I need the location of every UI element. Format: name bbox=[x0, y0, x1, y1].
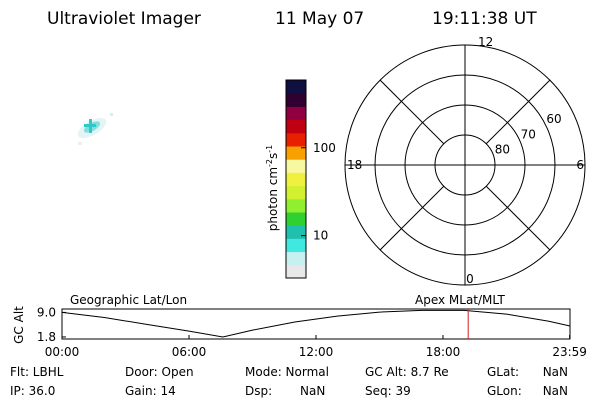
color-band bbox=[286, 251, 306, 266]
footer: Flt: LBHL Door: Open Mode: Normal GC Alt: 8… bbox=[10, 365, 568, 398]
color-band bbox=[286, 119, 306, 134]
mlt-label: 0 bbox=[466, 272, 474, 286]
footer-field: Dsp: bbox=[245, 384, 272, 398]
footer-field: GLat: bbox=[487, 365, 519, 379]
x-tick-label: 12:00 bbox=[299, 345, 334, 359]
plot-title-left: Geographic Lat/Lon bbox=[70, 293, 187, 307]
altitude-plot: Geographic Lat/Lon Apex MLat/MLT GC Alt 9.0… bbox=[12, 293, 587, 359]
color-band bbox=[286, 80, 306, 94]
footer-field: Mode: Normal bbox=[245, 365, 329, 379]
footer-field: NaN bbox=[300, 384, 325, 398]
colorbar-tick-label: 10 bbox=[313, 229, 328, 243]
color-band bbox=[286, 93, 306, 107]
color-band bbox=[286, 146, 306, 160]
footer-field: Door: Open bbox=[125, 365, 194, 379]
mlt-label: 12 bbox=[478, 35, 493, 49]
footer-field: NaN bbox=[543, 365, 568, 379]
color-band bbox=[286, 185, 306, 200]
title: Ultraviolet Imager bbox=[47, 9, 201, 29]
footer-field: GLon: bbox=[487, 384, 522, 398]
lat-label: 60 bbox=[546, 112, 561, 126]
lat-label: 70 bbox=[521, 127, 536, 141]
color-band bbox=[286, 212, 306, 226]
color-band bbox=[286, 172, 306, 187]
date: 11 May 07 bbox=[275, 9, 364, 29]
colorbar-frame bbox=[285, 79, 307, 279]
color-band bbox=[286, 106, 306, 121]
y-label: GC Alt bbox=[12, 306, 26, 344]
footer-field: Seq: 39 bbox=[365, 384, 411, 398]
diagonal bbox=[379, 79, 445, 145]
colorbar-tick-label: 100 bbox=[313, 141, 336, 155]
color-band bbox=[286, 225, 306, 239]
footer-field: GC Alt: 8.7 Re bbox=[365, 365, 449, 379]
footer-field: IP: 36.0 bbox=[10, 384, 55, 398]
color-band bbox=[286, 159, 306, 173]
footer-field: NaN bbox=[543, 384, 568, 398]
x-tick-label: 00:00 bbox=[45, 345, 80, 359]
x-tick-label: 06:00 bbox=[172, 345, 207, 359]
time: 19:11:38 UT bbox=[432, 9, 537, 29]
mlt-label: 18 bbox=[347, 158, 362, 172]
lat-label: 80 bbox=[495, 143, 510, 157]
plot-title-right: Apex MLat/MLT bbox=[415, 293, 505, 307]
color-band bbox=[286, 264, 306, 279]
diagonal bbox=[485, 185, 551, 251]
colorbar: 10 100 bbox=[285, 79, 336, 279]
y-tick-label: 1.8 bbox=[37, 330, 56, 344]
altitude-line bbox=[61, 309, 571, 338]
color-band bbox=[286, 198, 306, 213]
footer-field: Gain: 14 bbox=[125, 384, 176, 398]
diagonal bbox=[379, 185, 445, 251]
color-band bbox=[286, 238, 306, 253]
colorbar-label: photon cm-2s-1 bbox=[265, 145, 280, 232]
mlt-label: 6 bbox=[576, 158, 584, 172]
y-tick-label: 9.0 bbox=[37, 305, 56, 319]
x-tick-label: 18:00 bbox=[426, 345, 461, 359]
image-blob bbox=[77, 113, 113, 145]
x-tick-label: 23:59 bbox=[552, 345, 587, 359]
color-band bbox=[286, 132, 306, 147]
footer-field: Flt: LBHL bbox=[10, 365, 64, 379]
diagonal bbox=[485, 79, 551, 145]
